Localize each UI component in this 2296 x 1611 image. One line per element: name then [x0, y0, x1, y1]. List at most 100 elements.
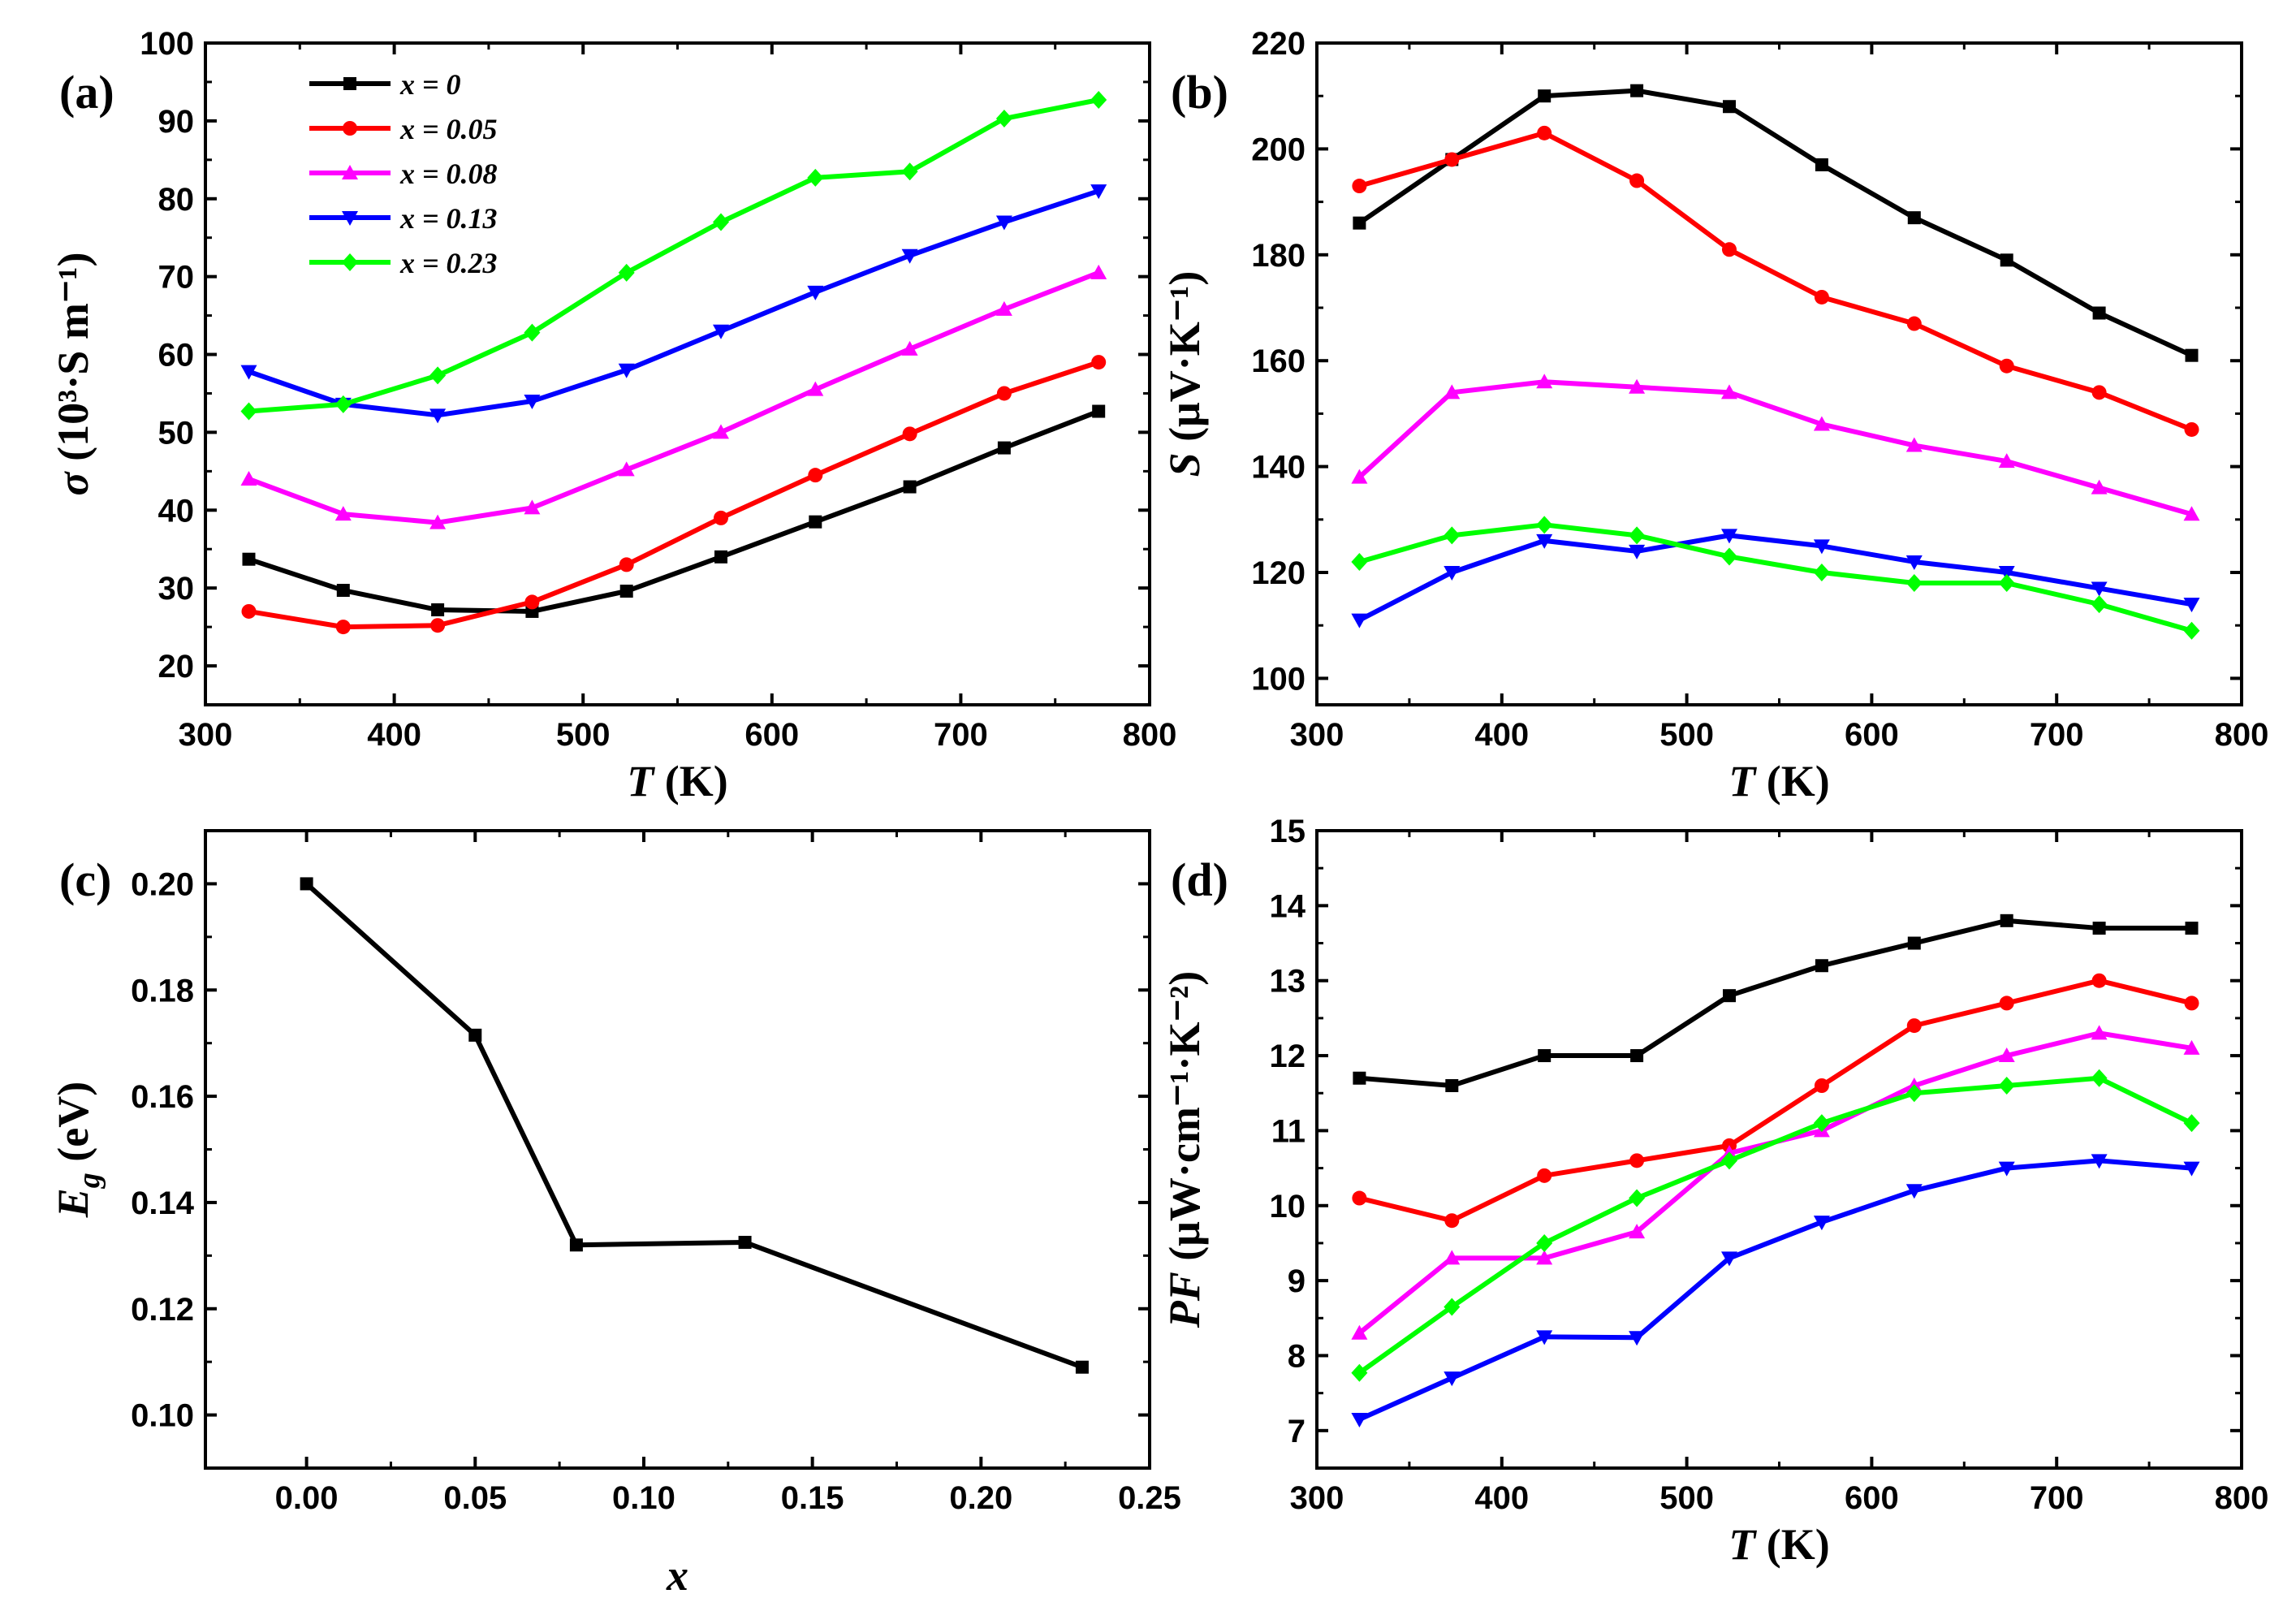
legend: x = 0 x = 0.05 x = 0.08 x = 0.13 x = 0.23: [309, 68, 498, 279]
x-tick-label: 500: [556, 717, 611, 753]
data-point: [808, 468, 823, 483]
x-tick-label: 0.15: [781, 1480, 844, 1516]
legend-label: x = 0.13: [399, 202, 498, 235]
data-point: [1905, 1084, 1923, 1103]
data-point: [1536, 1233, 1553, 1252]
y-tick-label: 90: [158, 104, 195, 140]
data-point: [2092, 306, 2106, 320]
data-point: [1092, 404, 1106, 418]
y-axis-unit: (μW·cm⁻¹·K⁻²): [1160, 971, 1209, 1272]
data-point: [1905, 574, 1923, 593]
data-point: [2091, 479, 2108, 495]
y-tick-label: 30: [158, 571, 195, 607]
y-tick-label: 7: [1288, 1414, 1306, 1449]
data-point: [1814, 1078, 1829, 1093]
x-axis-title: T (K): [1728, 1520, 1829, 1569]
data-point: [1352, 179, 1367, 194]
data-point: [1444, 152, 1460, 167]
y-tick-label: 10: [1270, 1189, 1306, 1224]
data-point: [2184, 996, 2199, 1011]
x-tick-label: 400: [1474, 1480, 1529, 1516]
data-point: [1351, 1324, 1368, 1340]
data-point: [1720, 1151, 1737, 1170]
y-axis-title: Eg (eV): [49, 1082, 106, 1218]
data-point: [995, 110, 1012, 128]
data-point: [1720, 529, 1737, 544]
data-point: [1352, 1190, 1367, 1206]
data-point: [1351, 552, 1368, 571]
data-point: [1090, 264, 1107, 279]
data-point: [334, 395, 352, 413]
data-point: [468, 1028, 482, 1042]
data-point: [2183, 1161, 2200, 1177]
data-point: [1905, 437, 1923, 452]
legend-marker: [343, 121, 357, 136]
data-point: [429, 408, 447, 424]
x-tick-label: 500: [1659, 717, 1714, 753]
x-axis-title: x: [666, 1551, 688, 1600]
data-point: [712, 213, 729, 231]
x-tick-label: 800: [2215, 717, 2269, 753]
y-tick-label: 80: [158, 182, 195, 218]
data-point: [240, 470, 257, 486]
y-axis-symbol: PF: [1160, 1272, 1209, 1328]
y-tick-label: 220: [1251, 26, 1306, 62]
data-point: [1720, 1251, 1737, 1267]
data-point: [2091, 581, 2108, 597]
data-point: [1444, 384, 1461, 400]
y-tick-label: 0.10: [131, 1398, 194, 1434]
data-point: [713, 510, 728, 525]
data-point: [2183, 1114, 2200, 1133]
panel-c: 0.00 0.05 0.10 0.15 0.20 0.25 0.10 0.12 0.14 0.16…: [49, 829, 1181, 1600]
y-tick-label: 0.14: [131, 1186, 195, 1221]
data-point: [714, 550, 727, 564]
series-line: [1358, 1158, 2192, 1422]
data-point: [2092, 922, 2106, 935]
x-tick-label: 500: [1659, 1480, 1714, 1516]
data-point: [1629, 173, 1645, 188]
data-point: [2000, 253, 2013, 267]
x-tick-label: 400: [367, 717, 421, 753]
series-line: [248, 188, 1100, 418]
data-point: [1905, 1184, 1923, 1199]
data-point: [1630, 84, 1644, 97]
legend-marker: [343, 77, 356, 90]
x-tick-label: 600: [1845, 1480, 1899, 1516]
y-tick-label: 100: [1251, 661, 1306, 697]
data-point: [997, 441, 1011, 455]
data-point: [1090, 184, 1107, 200]
data-point: [334, 506, 352, 521]
panel-d: 300 400 500 600 700 800 7 8 9 10 11 12 13 14 15 (d) T (K…: [1160, 814, 2268, 1569]
data-point: [901, 162, 918, 181]
data-point: [903, 480, 917, 494]
data-point: [336, 584, 350, 598]
data-point: [2091, 595, 2108, 614]
data-point: [1353, 1071, 1366, 1085]
y-tick-label: 100: [140, 26, 194, 62]
data-point: [524, 395, 541, 410]
y-tick-label: 14: [1270, 888, 1306, 924]
data-point: [1444, 1213, 1460, 1229]
x-tick-label: 800: [1123, 717, 1177, 753]
data-point: [2091, 1025, 2108, 1040]
y-axis-title: PF (μW·cm⁻¹·K⁻²): [1160, 971, 1209, 1328]
series-line: [1359, 918, 2192, 1088]
series-line: [1357, 88, 2193, 358]
y-axis-unit: (eV): [49, 1082, 97, 1173]
y-tick-label: 140: [1251, 450, 1306, 486]
data-point: [429, 366, 447, 385]
data-point: [1999, 996, 2014, 1011]
y-tick-label: 15: [1270, 814, 1306, 849]
data-point: [1814, 289, 1829, 304]
data-point: [1813, 416, 1830, 431]
data-point: [807, 381, 824, 396]
data-point: [1444, 1298, 1461, 1316]
legend-marker: [342, 253, 358, 271]
series-line: [1358, 978, 2193, 1224]
y-tick-label: 180: [1251, 238, 1306, 274]
data-point: [1815, 158, 1828, 171]
x-tick-label: 800: [2215, 1480, 2269, 1516]
data-point: [1536, 516, 1553, 534]
data-point: [1998, 566, 2015, 581]
